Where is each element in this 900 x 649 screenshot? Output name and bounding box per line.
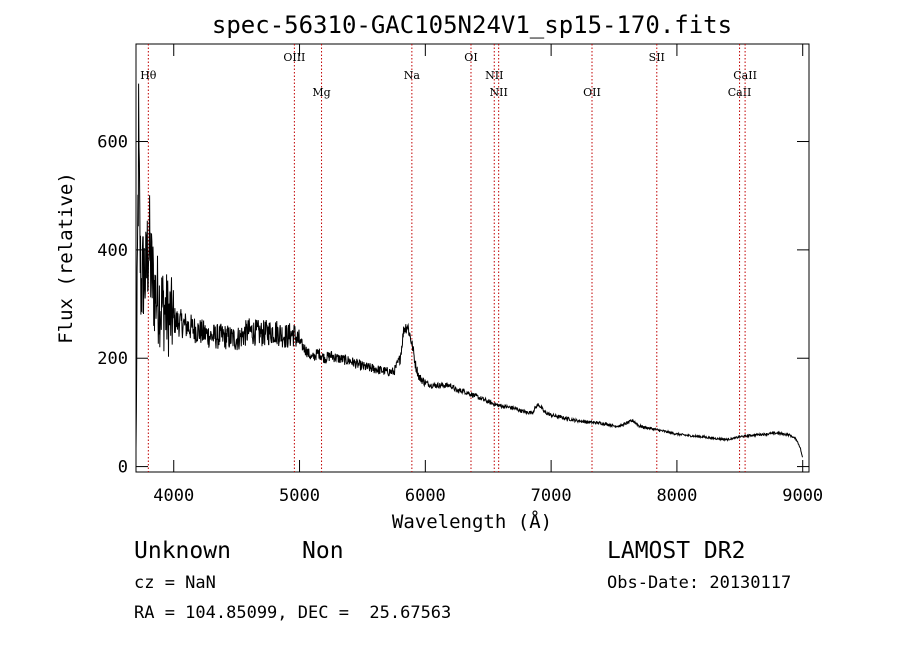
x-tick-label: 8000 (656, 486, 697, 506)
line-marker-label: Na (404, 69, 421, 82)
line-marker-label: Mg (312, 86, 330, 99)
object-class: Unknown (134, 538, 231, 564)
y-axis-label: Flux (relative) (55, 172, 77, 344)
coordinates: RA = 104.85099, DEC = 25.67563 (134, 603, 452, 623)
x-tick-label: 4000 (153, 486, 194, 506)
line-marker-label: CaII (733, 69, 757, 82)
line-marker-label: OII (583, 86, 601, 99)
line-marker-label: SII (649, 51, 665, 64)
spectrum-line (135, 83, 803, 458)
x-tick-label: 9000 (782, 486, 823, 506)
plot-frame (135, 43, 810, 473)
redshift-cz: cz = NaN (134, 573, 216, 593)
line-marker-label: NII (485, 69, 503, 82)
y-tick-label: 400 (97, 241, 128, 261)
y-tick-label: 0 (118, 458, 128, 478)
spectral-line-markers: Hθ OIII Mg Na OI NII NII OII SII CaII CaII (140, 44, 757, 472)
observation-date: Obs-Date: 20130117 (607, 573, 792, 593)
axis-ticks: 4000 5000 6000 7000 8000 9000 0 200 400 600 (97, 44, 823, 506)
x-tick-label: 7000 (531, 486, 572, 506)
line-marker-label: NII (490, 86, 508, 99)
line-marker-label: Hθ (140, 69, 157, 82)
line-marker-label: CaII (728, 86, 752, 99)
line-marker-label: OIII (283, 51, 305, 64)
x-tick-label: 6000 (405, 486, 446, 506)
chart-title: spec-56310-GAC105N24V1_sp15-170.fits (212, 11, 732, 39)
y-tick-label: 600 (97, 133, 128, 153)
y-tick-label: 200 (97, 349, 128, 369)
object-subclass: Non (302, 538, 344, 564)
survey-name: LAMOST DR2 (607, 538, 746, 564)
x-axis-label: Wavelength (Å) (392, 510, 552, 533)
x-tick-label: 5000 (279, 486, 320, 506)
line-marker-label: OI (464, 51, 477, 64)
